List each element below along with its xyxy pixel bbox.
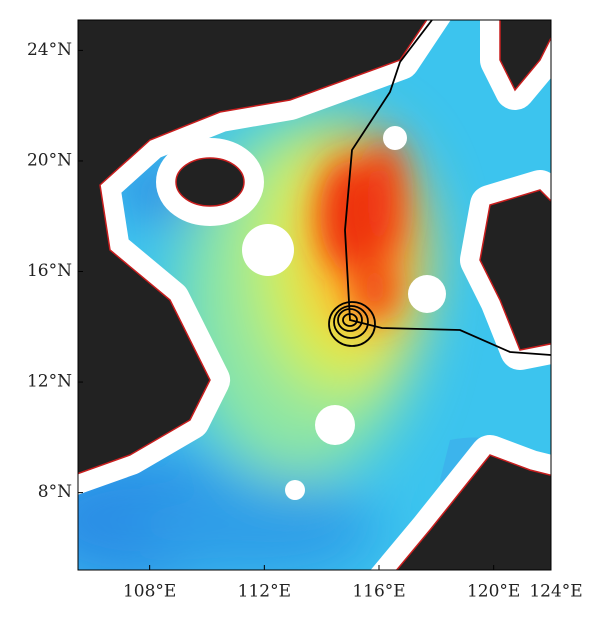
y-tick-label: 24°N bbox=[27, 40, 72, 60]
x-tick-label: 124°E bbox=[529, 582, 582, 602]
map-frame bbox=[77, 19, 552, 571]
y-tick-label: 8°N bbox=[38, 482, 72, 502]
map-field bbox=[78, 20, 551, 570]
land bbox=[78, 20, 551, 570]
x-tick-label: 108°E bbox=[123, 582, 176, 602]
y-tick-label: 16°N bbox=[27, 261, 72, 281]
heat-core bbox=[320, 140, 403, 320]
y-tick-label: 12°N bbox=[27, 372, 72, 392]
x-tick-label: 112°E bbox=[238, 582, 291, 602]
y-tick-label: 20°N bbox=[27, 150, 72, 170]
x-tick-label: 116°E bbox=[352, 582, 405, 602]
typhoon-track bbox=[328, 20, 551, 356]
x-tick-label: 120°E bbox=[467, 582, 520, 602]
